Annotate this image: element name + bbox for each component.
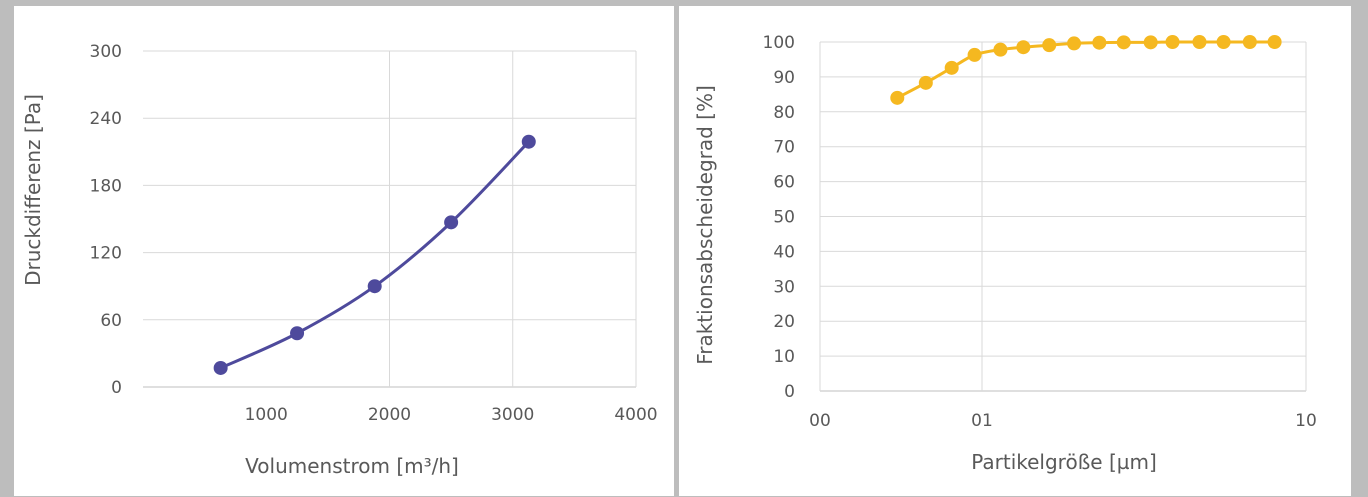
y-tick-label: 80 — [773, 103, 795, 123]
data-point — [1067, 36, 1082, 51]
y-tick-labels: 0 60 120 180 240 300 — [90, 42, 122, 398]
pressure-drop-chart: 0 60 120 180 240 300 1000 2000 3000 4000 Druckdi… — [21, 42, 658, 478]
data-point — [290, 326, 305, 341]
x-axis-title: Volumenstrom [m³/h] — [245, 454, 459, 478]
x-tick-label: 10 — [1295, 411, 1317, 431]
x-tick-label: 2000 — [368, 405, 411, 425]
y-tick-label: 60 — [100, 311, 122, 331]
data-point — [1165, 35, 1180, 49]
y-tick-label: 50 — [773, 208, 795, 228]
data-point — [918, 75, 933, 90]
y-tick-label: 30 — [773, 277, 795, 297]
y-tick-label: 100 — [763, 33, 795, 53]
data-point — [1242, 35, 1257, 49]
data-point — [967, 47, 982, 62]
data-point — [1042, 38, 1057, 53]
data-point — [1192, 35, 1207, 49]
fractional-efficiency-chart: 0 10 20 30 40 50 60 70 80 90 100 00 01 10 Fraktionsa… — [693, 33, 1317, 474]
y-axis-title: Druckdifferenz [Pa] — [21, 94, 45, 286]
data-point — [1016, 40, 1031, 55]
x-tick-labels: 00 01 10 — [809, 411, 1317, 431]
x-tick-label: 4000 — [614, 405, 657, 425]
grid-lines — [819, 41, 1307, 392]
y-tick-label: 90 — [773, 68, 795, 88]
x-tick-label: 01 — [971, 411, 993, 431]
series-line — [896, 40, 1275, 100]
data-point — [1143, 35, 1158, 50]
data-point — [521, 134, 536, 149]
y-tick-label: 40 — [773, 242, 795, 262]
y-axis-title: Fraktionsabscheidegrad [%] — [693, 85, 717, 365]
y-tick-label: 10 — [773, 347, 795, 367]
left-chart-panel — [14, 6, 674, 496]
y-tick-labels: 0 10 20 30 40 50 60 70 80 90 100 — [763, 33, 795, 402]
x-axis-title: Partikelgröße [µm] — [971, 450, 1157, 474]
data-point — [444, 215, 459, 230]
x-tick-label: 1000 — [245, 405, 288, 425]
data-point — [1092, 35, 1107, 50]
data-point — [1216, 35, 1231, 49]
data-point — [213, 360, 228, 375]
data-point — [890, 90, 905, 105]
y-tick-label: 240 — [90, 109, 122, 129]
data-point — [1267, 35, 1282, 49]
y-tick-label: 0 — [111, 378, 122, 398]
data-point — [367, 279, 382, 294]
y-tick-label: 300 — [90, 42, 122, 62]
x-tick-labels: 1000 2000 3000 4000 — [245, 405, 658, 425]
y-tick-label: 20 — [773, 312, 795, 332]
data-point — [1116, 35, 1131, 50]
y-tick-label: 120 — [90, 244, 122, 264]
y-tick-label: 0 — [784, 382, 795, 402]
grid-lines — [143, 50, 637, 388]
data-points — [890, 35, 1282, 105]
x-tick-label: 3000 — [491, 405, 534, 425]
data-points — [213, 134, 536, 375]
data-point — [944, 60, 959, 75]
y-tick-label: 70 — [773, 138, 795, 158]
x-tick-label: 00 — [809, 411, 831, 431]
y-tick-label: 180 — [90, 176, 122, 196]
data-point — [993, 42, 1008, 57]
y-tick-label: 60 — [773, 173, 795, 193]
